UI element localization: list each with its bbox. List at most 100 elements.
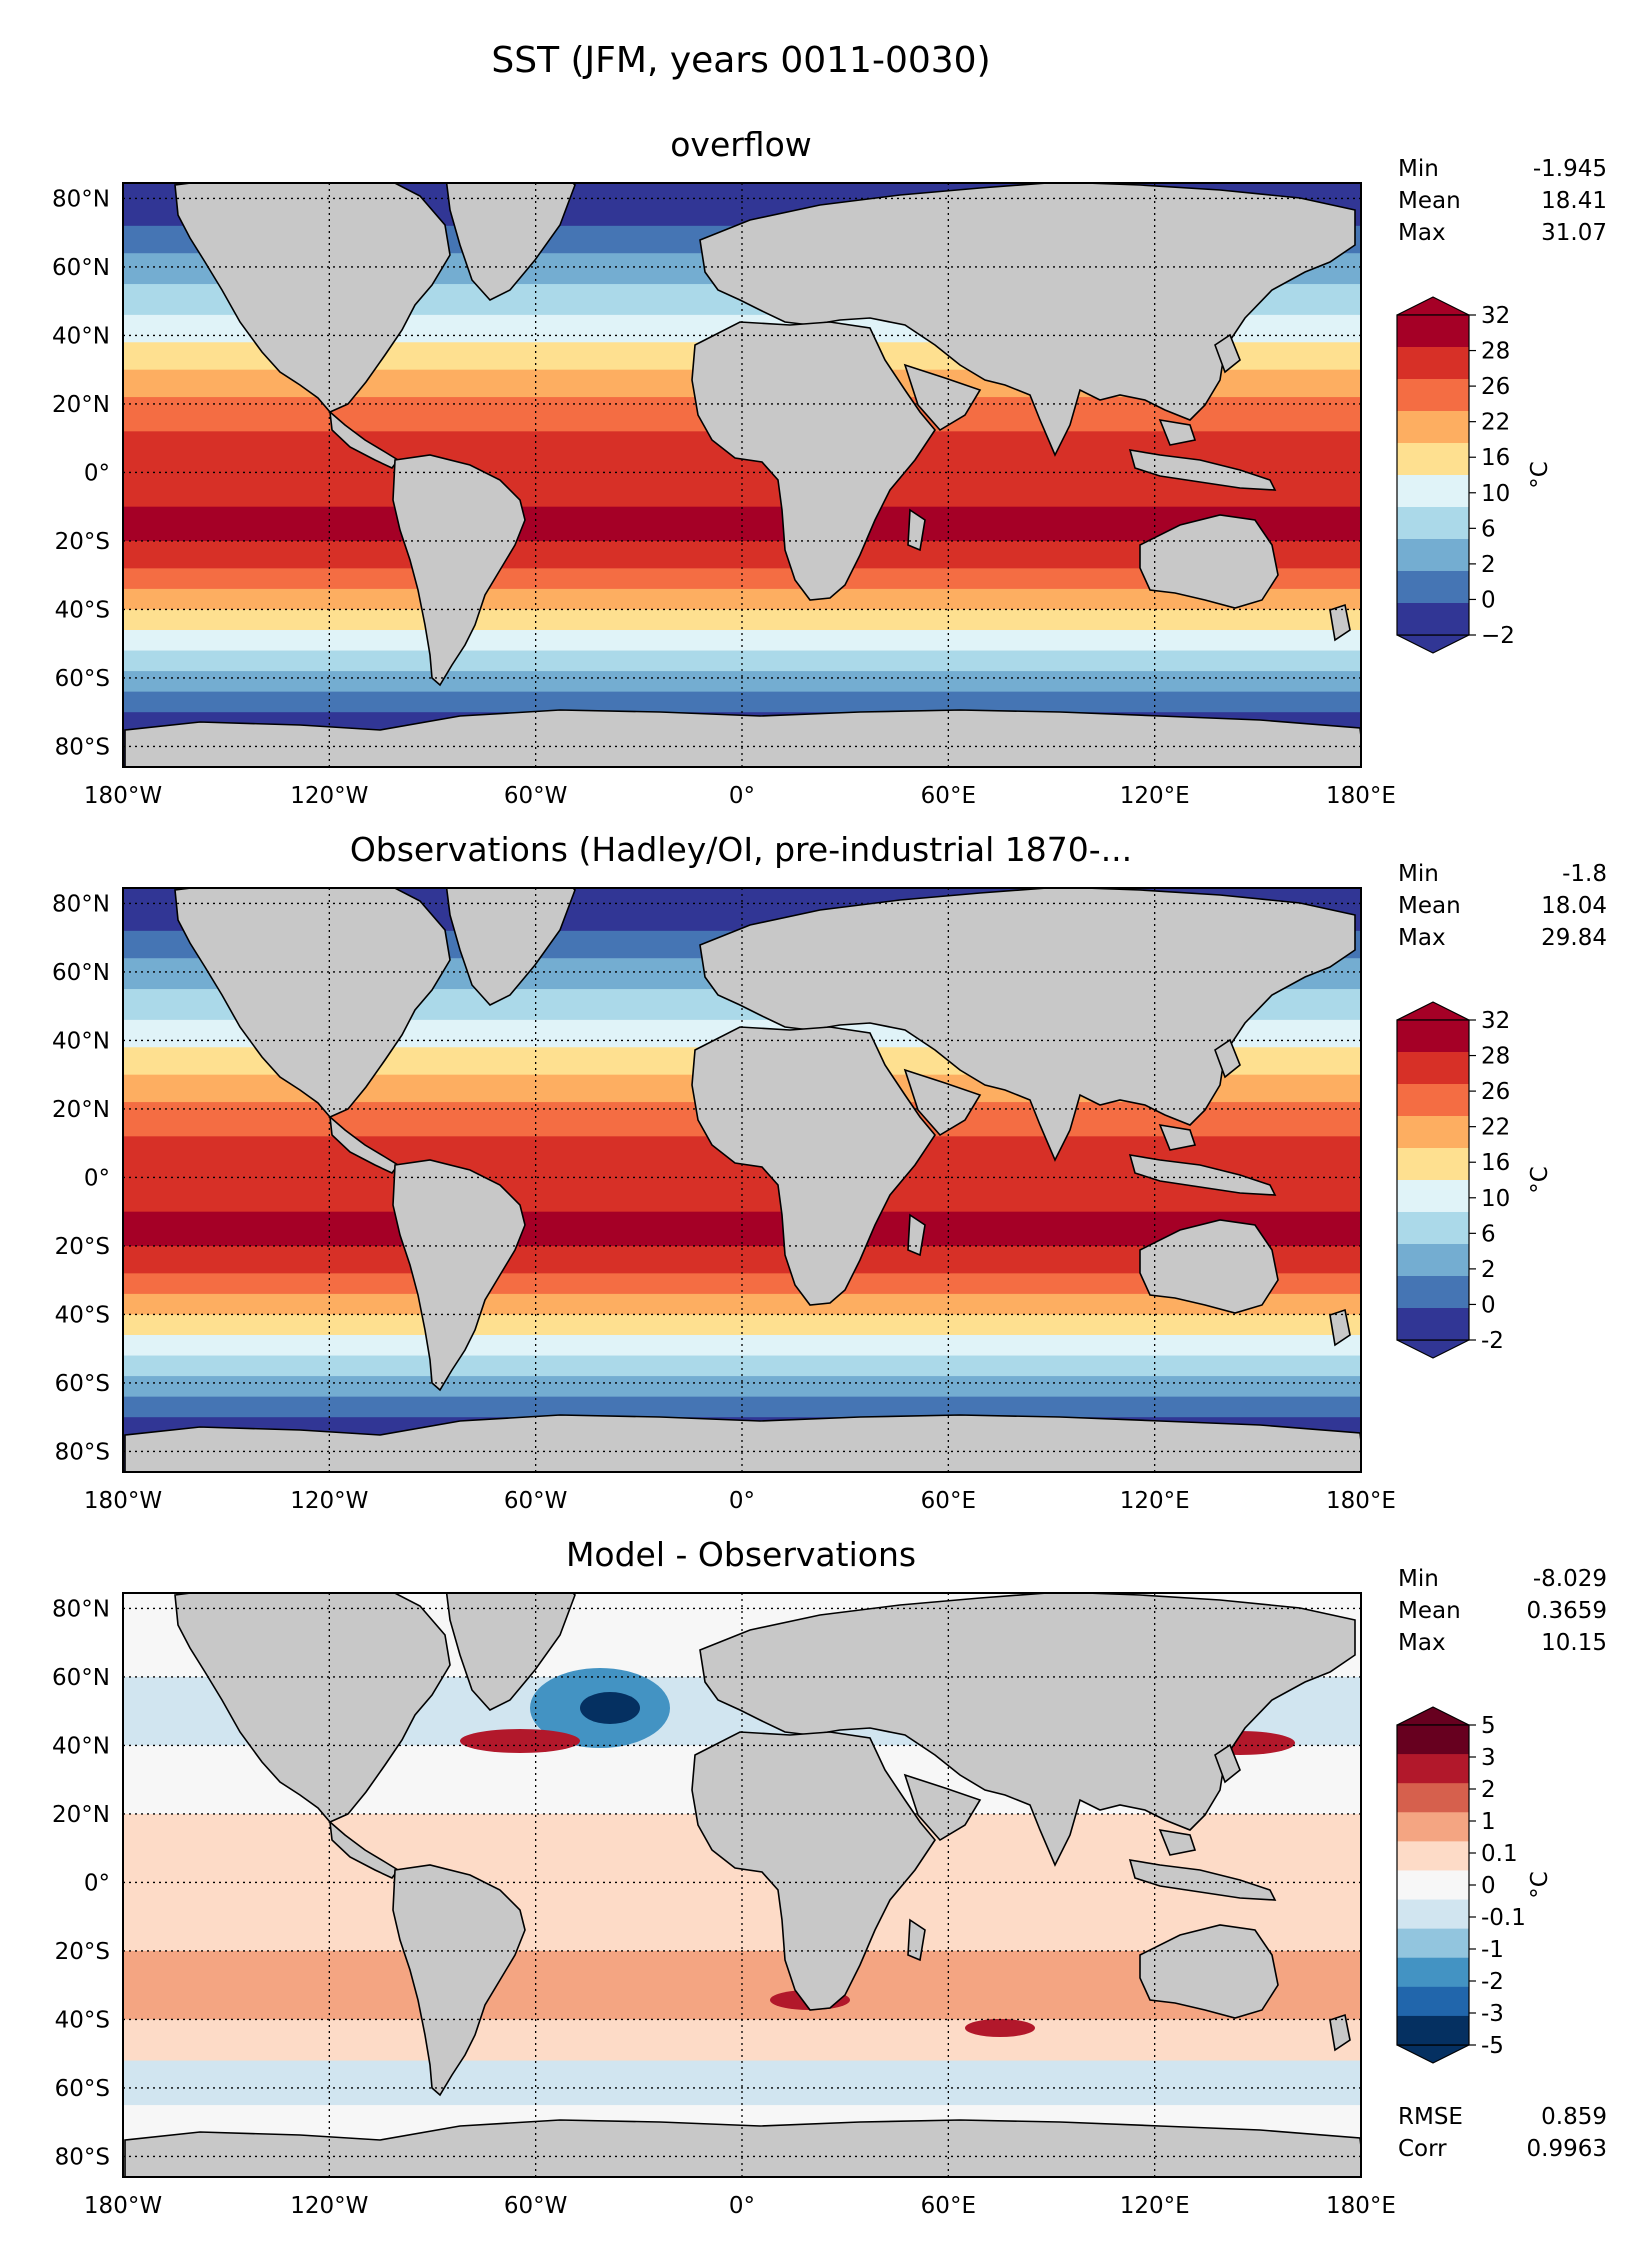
lat-tick-label: 40°N: [52, 1733, 110, 1759]
map-frame: [122, 1592, 1362, 2178]
lat-tick-label: 80°S: [55, 1439, 110, 1465]
panel-title: overflow: [670, 125, 812, 164]
colorbar-extend-bottom: [1396, 634, 1470, 654]
stat-label: Min: [1398, 156, 1439, 182]
lat-tick-label: 60°S: [55, 1371, 110, 1397]
colorbar-segment: [1397, 1986, 1469, 2017]
colorbar-tick-label: 2: [1481, 552, 1496, 578]
colorbar-tick-label: -2: [1481, 1969, 1504, 1995]
stat-value: 29.84: [1541, 925, 1607, 951]
colorbar-unit: °C: [1527, 1166, 1553, 1194]
color-band: [123, 506, 1361, 542]
lat-tick-label: 80°N: [52, 891, 110, 917]
stat-label: Max: [1398, 220, 1446, 246]
lat-tick-label: 60°S: [55, 666, 110, 692]
colorbar-segment: [1397, 1783, 1469, 1813]
colorbar-tick-label: 5: [1481, 1713, 1496, 1739]
lon-tick-label: 120°E: [1120, 783, 1190, 809]
stat-value: 18.04: [1541, 893, 1607, 919]
colorbar-tick-label: 1: [1481, 1809, 1496, 1835]
colorbar-segment: [1397, 475, 1469, 508]
lat-tick-label: 0°: [84, 1870, 110, 1896]
lon-tick-label: 180°E: [1326, 2193, 1396, 2219]
anomaly-warm: [965, 2019, 1035, 2037]
colorbar-tick-label: 26: [1481, 374, 1510, 400]
stat-value: 10.15: [1541, 1630, 1607, 1656]
lat-tick-label: 40°N: [52, 323, 110, 349]
colorbar-tick-label: -2: [1481, 1328, 1504, 1354]
panel-title: Observations (Hadley/OI, pre-industrial …: [350, 830, 1132, 869]
lat-tick-label: 60°N: [52, 1665, 110, 1691]
stat-label: Mean: [1398, 1598, 1461, 1624]
colorbar-tick-label: 26: [1481, 1079, 1510, 1105]
colorbar-tick-label: 2: [1481, 1257, 1496, 1283]
colorbar-frame: [1396, 314, 1470, 636]
colorbar-tick-label: -1: [1481, 1937, 1504, 1963]
map-frame: [122, 887, 1362, 1473]
lat-tick-label: 20°N: [52, 392, 110, 418]
stat-value: -1.945: [1533, 156, 1607, 182]
lat-tick-label: 80°N: [52, 186, 110, 212]
map-frame: [122, 182, 1362, 768]
lat-tick-label: 60°N: [52, 960, 110, 986]
color-band: [123, 1355, 1361, 1377]
colorbar-tick-label: 3: [1481, 1745, 1496, 1771]
colorbar-tick-label: -5: [1481, 2033, 1504, 2059]
stat-label: Mean: [1398, 893, 1461, 919]
color-band: [123, 650, 1361, 672]
colorbar-tick-label: −2: [1481, 623, 1515, 649]
colorbar-tick-label: 6: [1481, 516, 1496, 542]
lon-tick-label: 180°W: [84, 2193, 162, 2219]
lon-tick-label: 120°E: [1120, 2193, 1190, 2219]
colorbar-segment: [1397, 507, 1469, 540]
colorbar-tick-label: 10: [1481, 481, 1510, 507]
colorbar-tick-label: 22: [1481, 1115, 1510, 1141]
stat-value: 18.41: [1541, 188, 1607, 214]
lon-tick-label: 60°W: [504, 783, 568, 809]
colorbar: 32 28 26 22 16 10 6 2 0 −2 °C: [1396, 296, 1553, 654]
lon-tick-label: 60°E: [921, 2193, 976, 2219]
panel-obs: Observations (Hadley/OI, pre-industrial …: [52, 830, 1607, 1514]
stat-value: 0.3659: [1527, 1598, 1607, 1624]
colorbar-extend-top: [1396, 296, 1470, 316]
colorbar-segment: [1397, 347, 1469, 380]
stat-value: 0.9963: [1527, 2136, 1607, 2162]
lon-tick-label: 60°E: [921, 1488, 976, 1514]
colorbar-tick-label: -3: [1481, 2001, 1504, 2027]
lon-tick-label: 120°W: [290, 2193, 368, 2219]
lat-tick-label: 20°N: [52, 1097, 110, 1123]
color-band: [123, 1211, 1361, 1247]
colorbar-segment: [1397, 603, 1469, 636]
colorbar-segment: [1397, 1052, 1469, 1085]
colorbar-segment: [1397, 1020, 1469, 1053]
colorbar-tick-label: 0.1: [1481, 1841, 1518, 1867]
colorbar-segment: [1397, 315, 1469, 348]
figure-title: SST (JFM, years 0011-0030): [491, 40, 990, 81]
lon-tick-label: 60°W: [504, 1488, 568, 1514]
colorbar-tick-label: 0: [1481, 587, 1496, 613]
lat-tick-label: 40°S: [55, 1302, 110, 1328]
panel-title: Model - Observations: [566, 1535, 916, 1574]
colorbar-tick-label: -0.1: [1481, 1905, 1526, 1931]
lat-tick-label: 40°N: [52, 1028, 110, 1054]
stat-label: Min: [1398, 861, 1439, 887]
stat-label: Max: [1398, 1630, 1446, 1656]
lat-tick-label: 60°S: [55, 2076, 110, 2102]
colorbar-segment: [1397, 379, 1469, 412]
stat-label: Corr: [1398, 2136, 1447, 2162]
colorbar-segment: [1397, 2015, 1469, 2046]
lon-tick-label: 120°W: [290, 1488, 368, 1514]
lat-tick-label: 40°S: [55, 2007, 110, 2033]
colorbar: 5 3 2 1 0.1 0 -0.1 -1 -2 -3 -5 °C: [1396, 1706, 1553, 2064]
stat-value: -1.8: [1562, 861, 1607, 887]
anomaly-cold: [580, 1692, 640, 1724]
colorbar-tick-label: 16: [1481, 445, 1510, 471]
lat-tick-label: 80°N: [52, 1596, 110, 1622]
colorbar-tick-label: 10: [1481, 1186, 1510, 1212]
colorbar-segment: [1397, 539, 1469, 572]
colorbar-segment: [1397, 411, 1469, 444]
colorbar-tick-label: 32: [1481, 303, 1510, 329]
lat-tick-label: 0°: [84, 460, 110, 486]
colorbar-segment: [1397, 1725, 1469, 1755]
